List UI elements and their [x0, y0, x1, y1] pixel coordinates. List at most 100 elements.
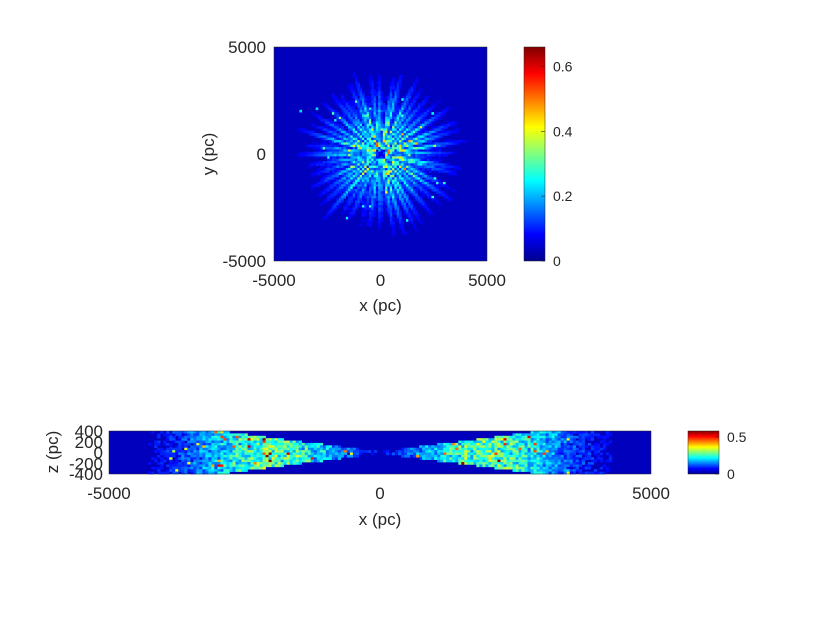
xz-heatmap-cell — [569, 447, 574, 451]
xy-heatmap-cell — [331, 135, 335, 139]
xy-heatmap-cell — [341, 195, 344, 199]
xz-heatmap-cell — [232, 447, 236, 451]
xz-heatmap-cell — [560, 442, 564, 446]
xz-heatmap-cell — [277, 442, 281, 446]
xz-heatmap-cell — [337, 447, 342, 451]
xz-heatmap-cell — [289, 462, 293, 465]
xy-heatmap-cell — [357, 121, 360, 125]
xz-heatmap-cell — [184, 466, 188, 470]
xz-heatmap-cell — [512, 454, 516, 458]
xy-heatmap-cell — [399, 214, 402, 218]
xy-heatmap-cell — [438, 154, 441, 157]
xy-heatmap-cell — [375, 142, 379, 145]
xz-heatmap-cell — [506, 462, 510, 465]
xy-heatmap-cell — [389, 205, 393, 208]
xy-heatmap-cell — [382, 116, 386, 120]
xy-heatmap-cell — [378, 126, 381, 129]
xy-heatmap-cell — [343, 133, 347, 136]
xy-heatmap-cell — [361, 121, 365, 125]
xz-heatmap-cell — [178, 450, 182, 453]
xy-heatmap-cell — [329, 156, 333, 159]
xz-heatmap-cell — [301, 447, 306, 451]
xy-heatmap-cell — [317, 126, 321, 129]
xy-heatmap-cell — [361, 144, 365, 148]
xz-heatmap-cell — [187, 450, 191, 453]
xz-heatmap-cell — [199, 440, 203, 444]
xy-heatmap-cell — [438, 170, 441, 173]
xz-heatmap-cell — [223, 433, 227, 437]
xy-heatmap-cell — [443, 170, 446, 173]
xz-heatmap-cell — [232, 452, 236, 456]
xy-heatmap-cell — [401, 121, 404, 125]
xz-heatmap-cell — [494, 445, 498, 449]
xy-heatmap-cell — [424, 177, 428, 180]
xz-heatmap-cell — [551, 466, 555, 470]
xy-heatmap-cell — [373, 137, 377, 141]
xy-heatmap-cell — [415, 167, 418, 171]
xz-heatmap-cell — [458, 440, 462, 444]
xy-heatmap-cell — [378, 212, 381, 215]
xy-heatmap-cell — [396, 181, 400, 185]
xz-heatmap-cell — [289, 450, 293, 453]
xy-heatmap-cell — [359, 151, 363, 155]
xy-heatmap-cell — [375, 130, 379, 134]
xy-heatmap-cell — [348, 137, 351, 141]
xy-heatmap-cell — [352, 154, 356, 157]
xy-heatmap-cell — [431, 154, 435, 157]
xy-heatmap-cell — [394, 174, 398, 178]
xy-heatmap-cell — [322, 119, 326, 122]
xz-heatmap-cell — [524, 459, 528, 463]
xy-heatmap-cell — [415, 81, 418, 85]
xy-heatmap-cell — [366, 195, 370, 199]
xz-heatmap-cell — [217, 462, 221, 465]
xz-heatmap-cell — [322, 454, 327, 458]
xy-heatmap-cell — [364, 195, 367, 199]
xy-heatmap-cell — [445, 165, 448, 169]
xy-heatmap-cell — [443, 126, 446, 129]
xy-heatmap-cell — [338, 202, 342, 206]
xy-heatmap-cell — [331, 137, 335, 141]
xz-heatmap-cell — [208, 442, 212, 446]
xz-heatmap-cell — [458, 452, 462, 456]
xz-heatmap-cell — [554, 447, 558, 451]
xy-heatmap-cell — [361, 207, 365, 211]
xz-heatmap-cell — [491, 464, 495, 468]
xz-heatmap-cell — [560, 454, 564, 458]
xy-heatmap-cell — [415, 172, 418, 176]
xz-heatmap-cell — [214, 452, 218, 456]
xz-heatmap-cell — [271, 447, 275, 451]
xz-heatmap-cell — [506, 464, 510, 468]
xy-heatmap-cell — [343, 181, 347, 185]
xz-heatmap-cell — [205, 464, 209, 468]
xz-heatmap-cell — [247, 447, 251, 451]
xy-heatmap-cell — [320, 202, 323, 206]
xy-heatmap-cell — [317, 149, 321, 152]
xy-heatmap-cell — [399, 198, 402, 201]
xy-heatmap-cell — [352, 156, 356, 159]
xy-heatmap-cell — [399, 158, 402, 162]
xy-heatmap-cell — [361, 100, 365, 104]
xy-heatmap-cell — [392, 184, 395, 187]
xy-heatmap-cell — [378, 195, 381, 199]
xz-heatmap-cell — [187, 438, 191, 441]
xy-heatmap-cell — [359, 135, 363, 139]
xy-heatmap-cell — [359, 191, 363, 194]
xy-heatmap-cell — [403, 165, 407, 169]
xy-heatmap-cell — [412, 191, 416, 194]
xy-heatmap-cell — [410, 219, 414, 222]
xy-heatmap-cell — [324, 156, 328, 159]
xz-heatmap-cell — [163, 433, 167, 437]
xy-heatmap-cell — [343, 144, 347, 148]
xy-heatmap-cell — [336, 163, 340, 166]
xy-heatmap-cell — [394, 154, 398, 157]
xy-heatmap-cell — [385, 172, 388, 176]
xy-heatmap-cell — [345, 140, 349, 143]
xz-heatmap-cell — [587, 471, 592, 475]
xy-heatmap-cell — [403, 114, 407, 118]
xy-heatmap-cell — [357, 160, 360, 164]
xy-heatmap-cell — [431, 105, 435, 108]
xy-heatmap-cell — [412, 147, 416, 150]
xy-heatmap-cell — [415, 133, 418, 136]
xy-heatmap-cell — [382, 119, 386, 122]
xy-heatmap-cell — [322, 128, 326, 132]
